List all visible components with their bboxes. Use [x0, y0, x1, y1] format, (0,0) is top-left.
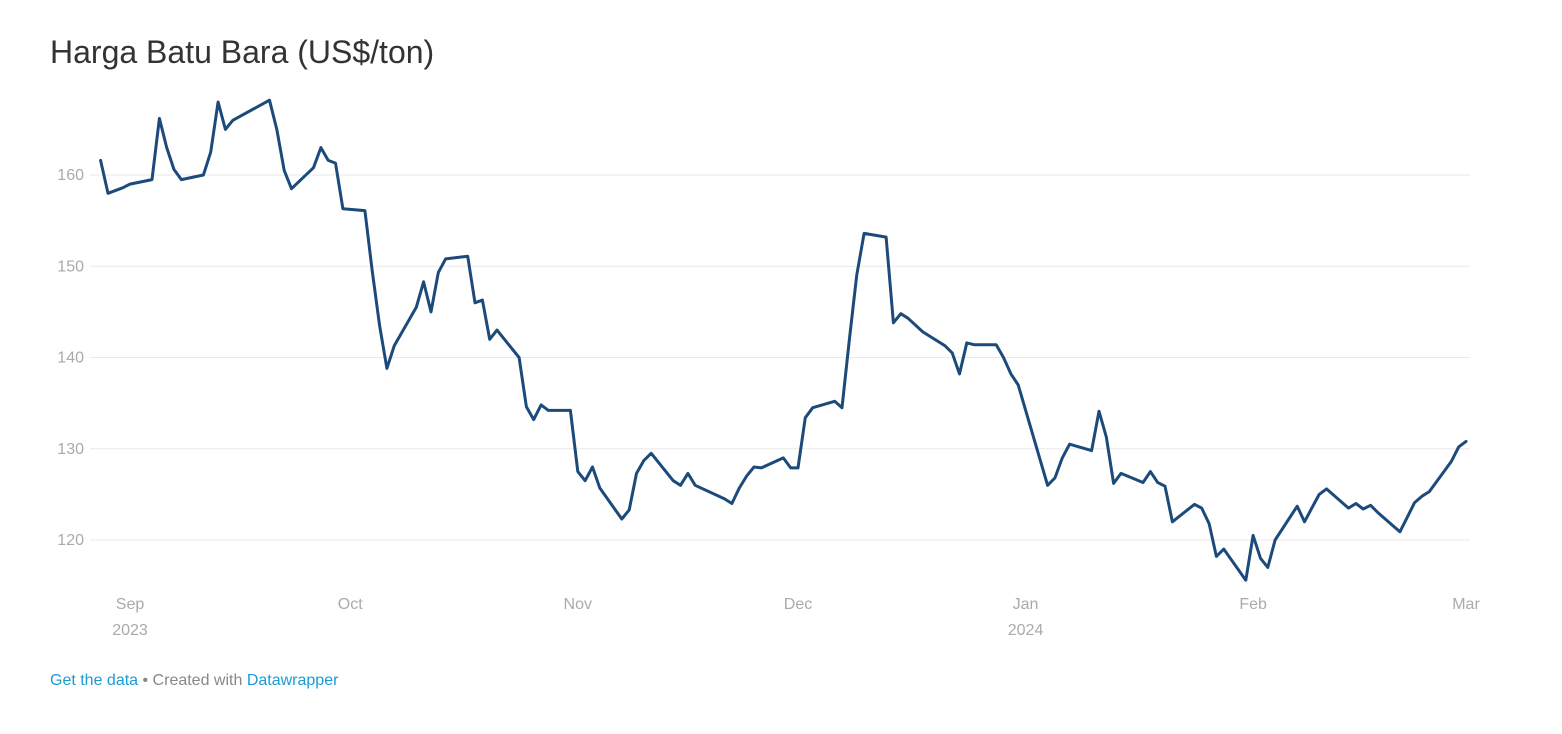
x-tick-year-label: 2023	[112, 622, 148, 639]
x-tick-label-mar: Mar	[1452, 596, 1480, 613]
line-chart: 120 130 140 150 160 Sep 2023 Oct Nov Dec Jan 2024 F…	[57, 98, 1480, 639]
footer: Get the data • Created with Datawrapper	[50, 672, 338, 690]
x-axis-ticks: Sep 2023 Oct Nov Dec Jan 2024 Feb Mar	[112, 596, 1480, 639]
y-tick-label: 120	[57, 532, 84, 549]
y-axis-ticks: 120 130 140 150 160	[57, 167, 84, 549]
get-data-link[interactable]: Get the data	[50, 672, 139, 689]
y-tick-label: 160	[57, 167, 84, 184]
x-tick-label-dec: Dec	[784, 596, 812, 613]
y-tick-label: 130	[57, 441, 84, 458]
x-tick-label-jan: Jan	[1013, 596, 1039, 613]
y-tick-label: 140	[57, 350, 84, 367]
y-tick-label: 150	[57, 258, 84, 275]
datawrapper-link[interactable]: Datawrapper	[246, 672, 339, 689]
series-layer	[99, 98, 1468, 582]
chart-title: Harga Batu Bara (US$/ton)	[50, 34, 435, 70]
grid-lines	[90, 174, 1470, 541]
x-tick-label-sep: Sep	[116, 596, 145, 613]
series-line-0	[99, 98, 1468, 582]
x-tick-label-nov: Nov	[564, 596, 592, 613]
x-tick-label-feb: Feb	[1239, 596, 1267, 613]
x-tick-year-label: 2024	[1008, 622, 1044, 639]
footer-credit-text: • Created with	[138, 672, 247, 689]
x-tick-label-oct: Oct	[338, 596, 363, 613]
